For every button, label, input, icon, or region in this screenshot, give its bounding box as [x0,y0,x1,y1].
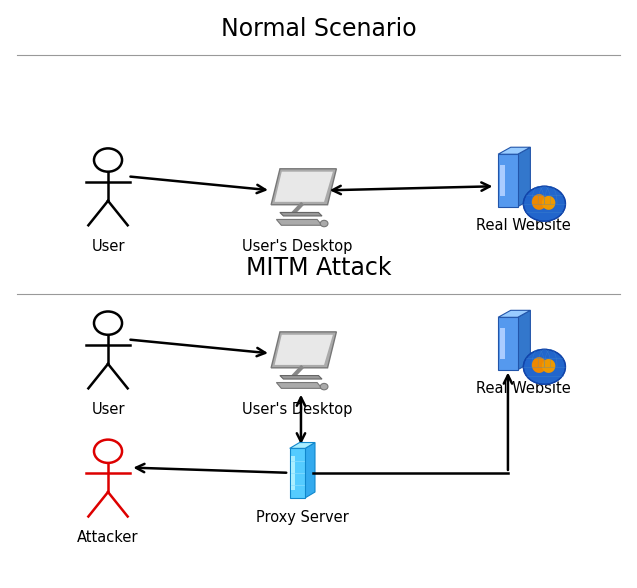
Polygon shape [291,456,295,490]
Polygon shape [500,165,505,196]
Text: User's Desktop: User's Desktop [242,239,353,253]
Polygon shape [542,359,555,373]
Circle shape [320,383,328,390]
Polygon shape [532,357,547,373]
Polygon shape [498,310,531,318]
Circle shape [320,220,328,227]
Polygon shape [290,443,315,448]
Text: Attacker: Attacker [77,530,139,545]
Polygon shape [518,310,531,370]
Polygon shape [276,219,322,225]
Polygon shape [271,169,336,205]
Polygon shape [290,448,305,498]
Polygon shape [518,147,531,206]
Polygon shape [275,335,333,365]
Polygon shape [271,332,336,368]
Text: Proxy Server: Proxy Server [256,510,348,524]
Text: Normal Scenario: Normal Scenario [220,17,417,41]
Text: User: User [91,239,125,253]
Polygon shape [532,194,547,210]
Polygon shape [542,196,555,210]
Polygon shape [498,154,518,206]
Text: User's Desktop: User's Desktop [242,402,353,417]
Text: User: User [91,402,125,417]
Polygon shape [498,318,518,370]
Polygon shape [305,443,315,498]
Polygon shape [276,383,322,388]
Polygon shape [280,212,322,216]
Polygon shape [498,147,531,154]
Circle shape [524,186,566,221]
Polygon shape [280,376,322,379]
Text: Real Website: Real Website [476,382,571,396]
Polygon shape [275,172,333,202]
Polygon shape [500,328,505,359]
Circle shape [524,349,566,385]
Text: Real Website: Real Website [476,218,571,233]
Text: MITM Attack: MITM Attack [246,256,391,280]
